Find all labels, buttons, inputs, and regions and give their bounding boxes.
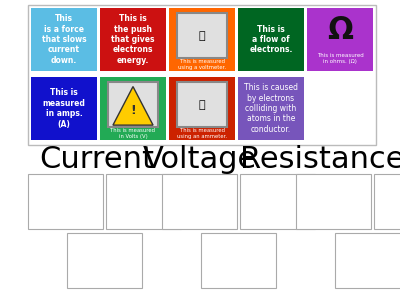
Text: This is measured
using an ammeter.: This is measured using an ammeter. (177, 128, 227, 139)
Bar (335, 233, 400, 288)
Text: Ω: Ω (327, 16, 353, 44)
Bar (31, 77, 97, 140)
Bar (100, 77, 166, 140)
Bar (307, 8, 373, 71)
Bar (169, 77, 235, 140)
Text: Current: Current (40, 146, 154, 175)
Bar (67, 233, 142, 288)
Bar (169, 8, 235, 71)
Bar (177, 82, 227, 128)
Text: This is caused
by electrons
colliding with
atoms in the
conductor.: This is caused by electrons colliding wi… (244, 83, 298, 134)
Text: This
is a force
that slows
current
down.: This is a force that slows current down. (42, 14, 86, 65)
Text: This is
a flow of
electrons.: This is a flow of electrons. (249, 25, 293, 54)
Text: This is measured
in Volts (V): This is measured in Volts (V) (110, 128, 156, 139)
Bar (240, 174, 315, 229)
Bar (238, 8, 304, 71)
Polygon shape (113, 87, 153, 125)
Bar (100, 8, 166, 71)
Text: Resistance: Resistance (240, 146, 400, 175)
Bar (31, 8, 97, 71)
Bar (108, 82, 158, 128)
Text: This is measured
using a voltmeter.: This is measured using a voltmeter. (178, 59, 226, 70)
Text: Voltage: Voltage (143, 146, 257, 175)
Bar (28, 5, 376, 145)
Bar (296, 174, 371, 229)
Text: !: ! (130, 104, 136, 117)
Text: 📟: 📟 (199, 100, 205, 110)
Bar (162, 174, 237, 229)
Bar (106, 174, 181, 229)
Bar (28, 174, 103, 229)
Bar (201, 233, 276, 288)
Text: This is
the push
that gives
electrons
energy.: This is the push that gives electrons en… (111, 14, 155, 65)
Text: This is measured
in ohms. (Ω): This is measured in ohms. (Ω) (317, 53, 363, 64)
Bar (177, 13, 227, 59)
Text: This is
measured
in amps.
(A): This is measured in amps. (A) (42, 88, 86, 129)
Bar (238, 77, 304, 140)
Text: 📟: 📟 (199, 31, 205, 41)
Bar (374, 174, 400, 229)
